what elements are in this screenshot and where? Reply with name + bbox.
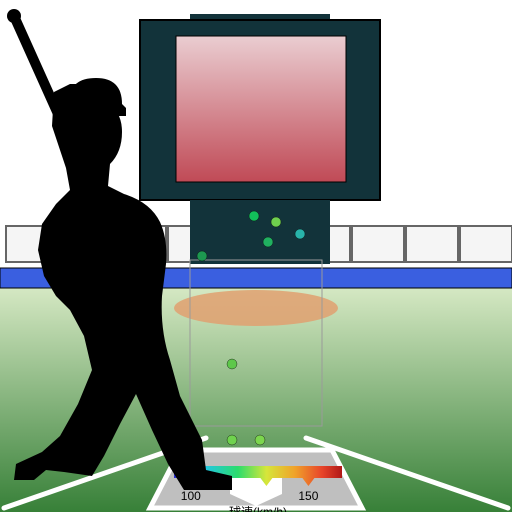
scoreboard-lower [190, 200, 330, 264]
pitchers-mound [174, 290, 338, 326]
pitch-marker [263, 237, 273, 247]
pitch-marker [295, 229, 305, 239]
scoreboard-panel [176, 36, 346, 182]
stands-section [460, 226, 512, 262]
colorbar-tick-label: 150 [298, 489, 318, 503]
pitch-marker [271, 217, 281, 227]
pitch-location-chart: 100 150 球速(km/h) [0, 0, 512, 512]
stands-section [352, 226, 404, 262]
stands-section [406, 226, 458, 262]
pitch-marker [227, 435, 237, 445]
pitch-marker [197, 251, 207, 261]
colorbar-axis-label: 球速(km/h) [229, 505, 287, 512]
pitch-marker [227, 359, 237, 369]
pitch-marker [249, 211, 259, 221]
colorbar-tick-label: 100 [181, 489, 201, 503]
pitch-marker [255, 435, 265, 445]
bat-knob [7, 9, 21, 23]
